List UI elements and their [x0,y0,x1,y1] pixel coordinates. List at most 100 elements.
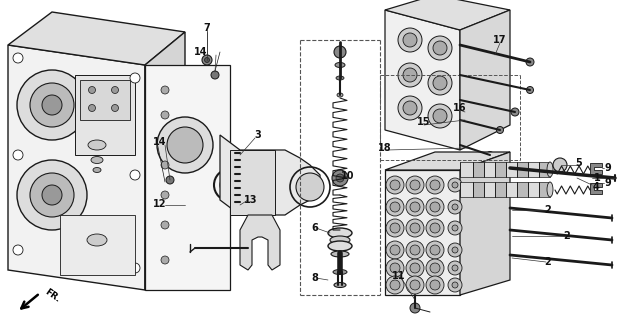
Circle shape [161,161,169,169]
Ellipse shape [337,93,343,97]
Polygon shape [8,12,185,65]
Circle shape [42,185,62,205]
Ellipse shape [88,140,106,150]
Circle shape [166,176,174,184]
Circle shape [496,126,503,133]
Circle shape [430,263,440,273]
Circle shape [430,180,440,190]
Circle shape [30,173,74,217]
Bar [75,75,135,155]
Polygon shape [220,135,320,215]
Circle shape [410,280,420,290]
Text: 5: 5 [576,158,583,168]
Circle shape [390,280,400,290]
Bar [517,182,528,197]
Polygon shape [460,10,510,150]
Circle shape [452,282,458,288]
Circle shape [430,245,440,255]
Circle shape [205,58,209,62]
Polygon shape [145,32,185,290]
Text: 7: 7 [204,23,210,33]
Circle shape [398,28,422,52]
Circle shape [426,219,444,237]
Circle shape [161,256,169,264]
Circle shape [386,259,404,277]
Circle shape [386,241,404,259]
Circle shape [386,276,404,294]
Circle shape [17,160,87,230]
Circle shape [448,221,462,235]
Ellipse shape [330,236,350,244]
Text: 17: 17 [493,35,507,45]
Circle shape [211,71,219,79]
Circle shape [296,173,324,201]
Bar [528,182,539,197]
Circle shape [410,245,420,255]
Text: 2: 2 [545,257,552,267]
Circle shape [511,108,519,116]
Circle shape [428,104,452,128]
Circle shape [486,151,493,158]
Bar [517,162,528,177]
Text: FR.: FR. [43,288,61,304]
Circle shape [448,178,462,192]
Circle shape [428,71,452,95]
Text: 4: 4 [593,182,599,192]
Text: 1: 1 [593,173,600,183]
Circle shape [433,109,447,123]
Polygon shape [385,0,510,30]
Polygon shape [590,183,602,194]
Circle shape [89,105,96,111]
Circle shape [390,180,400,190]
Text: 2: 2 [564,231,571,241]
Circle shape [220,175,240,195]
Circle shape [410,223,420,233]
Ellipse shape [93,167,101,172]
Circle shape [403,101,417,115]
Bar [495,162,506,177]
Ellipse shape [547,162,553,177]
Circle shape [406,241,424,259]
Circle shape [406,198,424,216]
Circle shape [30,83,74,127]
Bar [528,162,539,177]
Circle shape [403,33,417,47]
Polygon shape [240,215,280,270]
Circle shape [452,265,458,271]
Ellipse shape [91,156,103,164]
Polygon shape [385,170,460,295]
Circle shape [526,86,533,93]
Text: 11: 11 [392,271,406,281]
Circle shape [398,96,422,120]
Circle shape [161,221,169,229]
Ellipse shape [336,76,344,80]
Circle shape [410,202,420,212]
Text: 15: 15 [417,117,430,127]
Polygon shape [145,65,230,290]
Bar [460,182,473,197]
Text: 18: 18 [378,143,392,153]
Circle shape [202,55,212,65]
Bar [60,215,135,275]
Circle shape [386,219,404,237]
Circle shape [426,276,444,294]
Text: 10: 10 [341,171,355,181]
Circle shape [553,158,567,172]
Circle shape [89,86,96,93]
Ellipse shape [328,241,352,251]
Circle shape [398,63,422,87]
Text: 9: 9 [605,163,611,173]
Circle shape [452,247,458,253]
Circle shape [433,41,447,55]
Circle shape [426,259,444,277]
Text: 9: 9 [605,178,611,188]
Circle shape [167,127,203,163]
Circle shape [410,303,420,313]
Polygon shape [385,10,460,150]
Circle shape [130,170,140,180]
Text: 3: 3 [255,130,261,140]
Circle shape [386,176,404,194]
Circle shape [390,245,400,255]
Bar [473,162,484,177]
Circle shape [452,225,458,231]
